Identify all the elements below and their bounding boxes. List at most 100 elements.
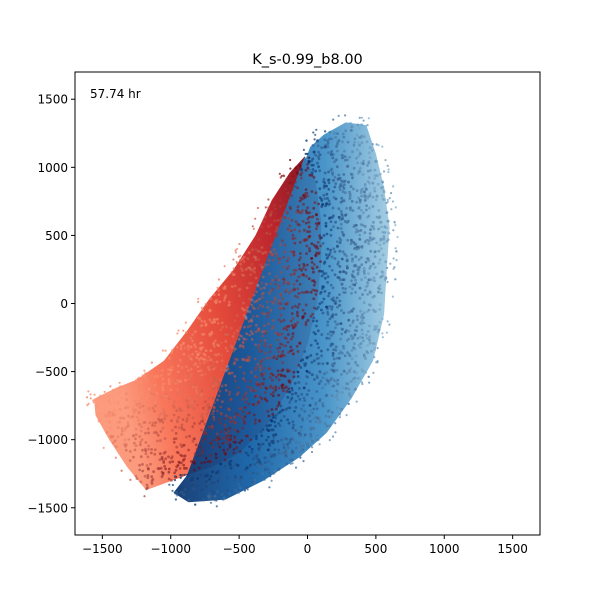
red-point [293,304,297,308]
red-point [127,437,131,441]
blue-point [348,197,352,200]
red-point [151,424,154,427]
red-point [128,450,132,453]
red-point [217,278,221,281]
blue-point [385,201,388,204]
blue-point [380,270,384,274]
red-point [236,262,239,265]
red-point [305,191,309,195]
red-point [221,436,225,440]
red-point [224,333,227,336]
blue-point [284,449,288,452]
blue-point [298,441,301,445]
red-point [261,275,265,279]
red-point [184,374,188,378]
blue-point [300,168,303,172]
blue-point [288,401,291,404]
blue-point [362,269,366,273]
blue-point [338,188,342,192]
red-point [317,202,320,206]
red-point [307,220,311,224]
blue-point [357,258,361,261]
red-point [192,407,196,410]
red-point [267,263,270,266]
red-point [120,427,124,431]
red-point [113,413,117,416]
red-point [145,464,149,467]
blue-point [326,247,330,251]
red-point [183,346,187,350]
red-point [273,207,277,211]
red-point [282,389,285,393]
blue-point [351,150,354,154]
blue-point [352,370,356,373]
blue-point [358,166,362,170]
red-point [199,348,203,351]
red-point [217,293,221,296]
blue-point [299,445,303,449]
red-point [253,395,257,398]
blue-point [360,278,363,281]
blue-point [182,493,186,496]
red-point [217,386,220,390]
red-point [301,308,305,312]
blue-point [354,255,358,259]
red-point [294,294,297,298]
red-point [191,425,195,429]
red-point [282,281,286,285]
red-point [251,248,254,252]
red-point [170,351,174,354]
red-point [201,417,205,421]
blue-point [248,471,252,475]
red-point [156,433,160,437]
red-point [251,315,255,318]
red-point [295,171,299,174]
blue-point [394,224,397,227]
red-point [256,346,260,350]
blue-point [315,324,318,328]
blue-point [356,273,360,276]
red-point [207,355,211,359]
blue-point [328,424,332,428]
red-point [195,448,199,451]
blue-point [366,257,370,260]
red-point [118,408,122,411]
red-point [315,213,318,216]
red-point [182,352,186,356]
blue-point [321,376,325,380]
red-point [260,372,263,376]
blue-point [346,238,350,242]
blue-point [204,480,208,483]
red-point [316,247,320,250]
blue-point [367,278,371,282]
red-point [211,381,215,385]
red-point [112,400,116,404]
red-point [197,369,200,373]
blue-point [327,379,330,383]
red-point [180,473,184,477]
red-point [164,467,168,471]
blue-point [329,330,332,334]
blue-point [329,228,333,232]
red-point [238,334,242,337]
blue-point [319,269,323,273]
red-point [296,186,299,190]
blue-point [338,270,342,274]
blue-point [343,220,347,223]
blue-point [253,479,257,482]
blue-point [228,462,232,466]
blue-point [209,501,213,504]
red-point [293,325,297,329]
red-point [244,338,248,341]
blue-point [320,146,323,150]
blue-point [219,462,223,466]
red-point [313,263,316,266]
red-point [161,385,165,389]
red-point [275,275,278,278]
red-point [192,460,196,464]
blue-point [265,424,269,428]
red-point [183,454,187,458]
red-point [307,235,311,239]
red-point [298,252,302,255]
blue-point [387,171,390,174]
